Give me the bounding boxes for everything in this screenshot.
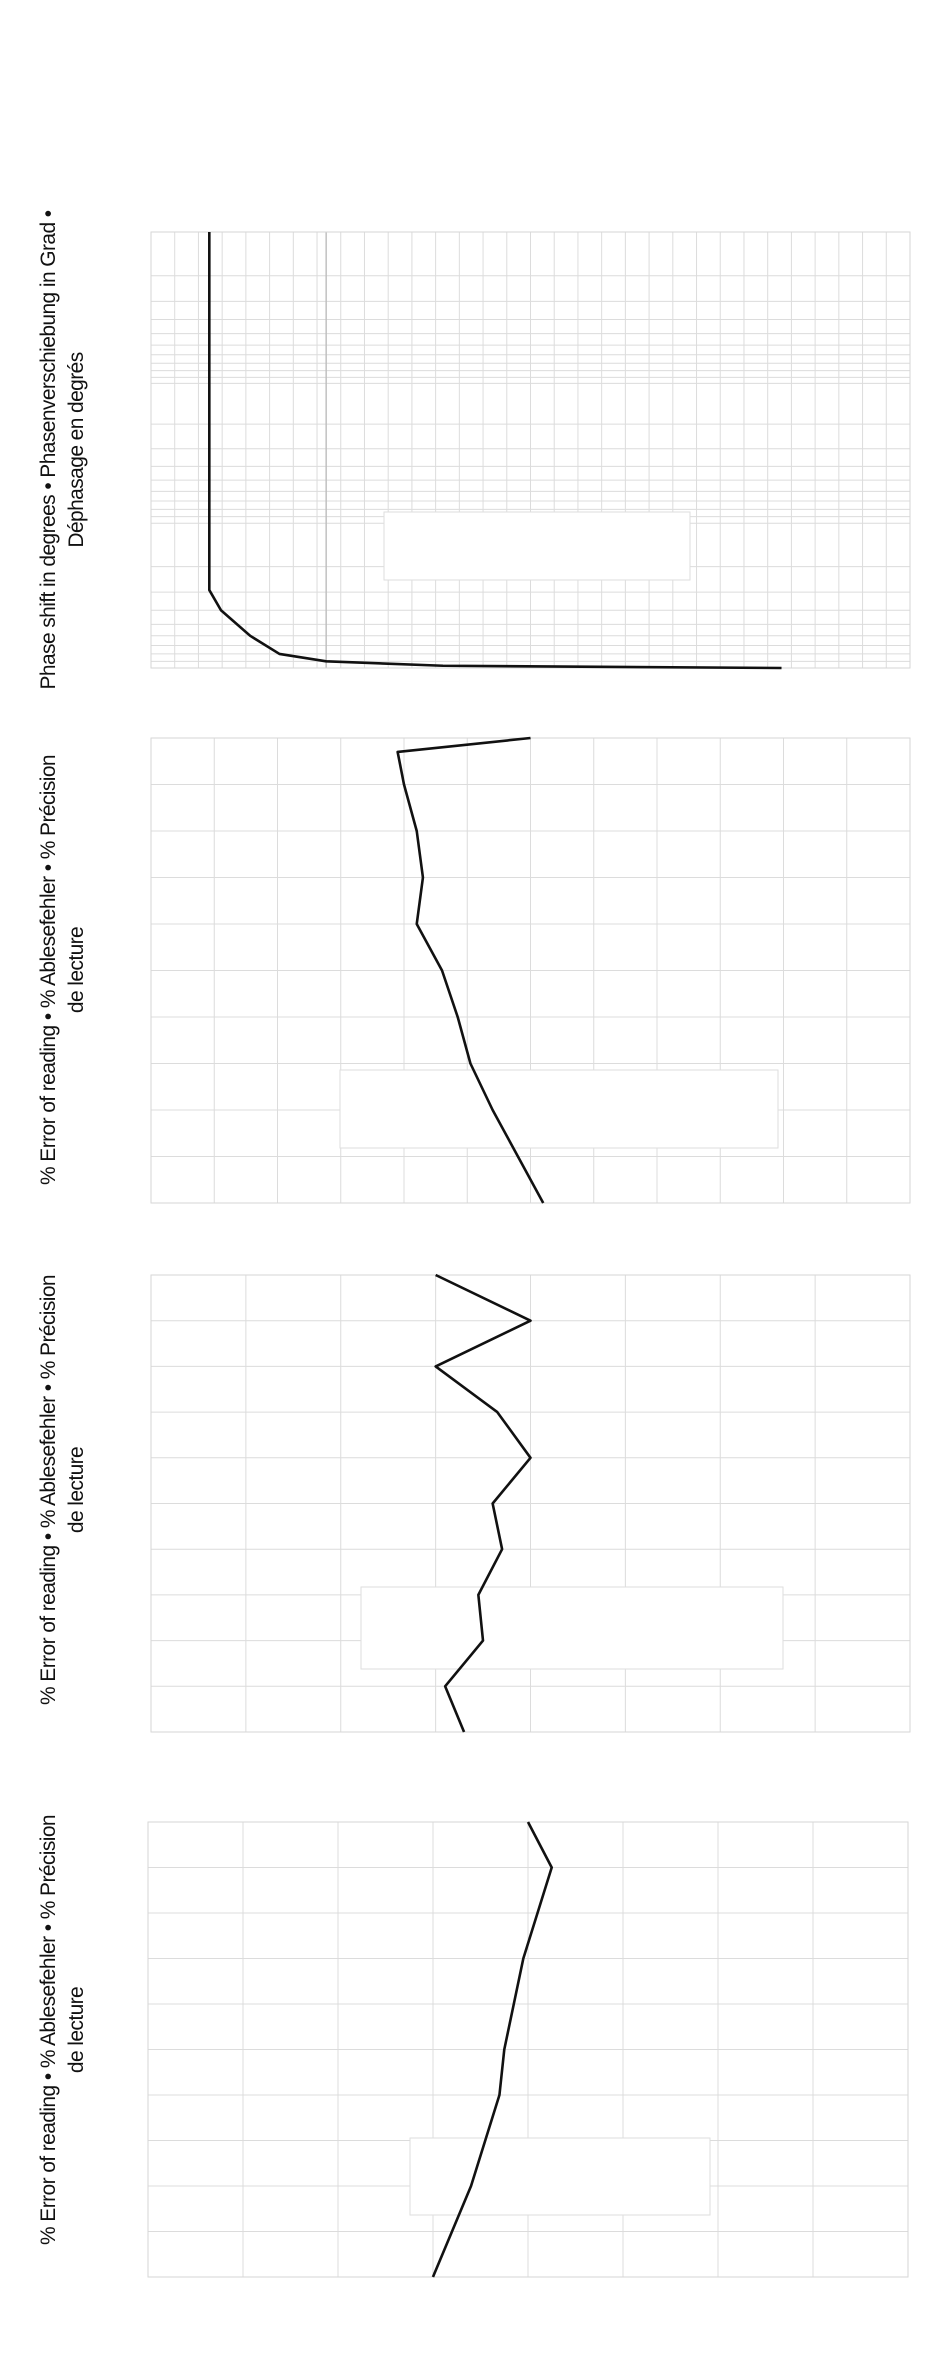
y-axis-label: de lecture	[65, 927, 88, 1013]
y-axis-label: de lecture	[65, 1987, 88, 2073]
chart-2: 02040608010121416180200% Error of readin…	[37, 734, 950, 1204]
plot-frame	[150, 1274, 911, 1733]
y-axis-label: Phase shift in degrees • Phasenverschieb…	[37, 210, 60, 689]
y-axis-label: % Error of reading • % Ablesefehler • % …	[37, 1275, 60, 1705]
y-axis-label: % Error of reading • % Ablesefehler • % …	[37, 1815, 60, 2245]
series-line	[209, 232, 781, 668]
plot-frame	[150, 231, 911, 669]
series-line	[436, 1275, 531, 1732]
y-axis-label: de lecture	[65, 1447, 88, 1533]
legend-box	[409, 2137, 711, 2216]
series-line	[433, 1822, 552, 2277]
chart-1: Phase shift in degrees • Phasenverschieb…	[37, 210, 911, 690]
y-axis-label: % Error of reading • % Ablesefehler • % …	[37, 755, 60, 1185]
grid	[151, 232, 910, 668]
series-line	[398, 738, 544, 1203]
chart-3: 02468101214161820% Error of reading • % …	[37, 1274, 950, 1733]
y-axis-label: Déphasage en degrés	[65, 352, 88, 547]
legend-box	[339, 1069, 779, 1149]
legend-box	[383, 511, 691, 581]
chart-4: 01002003004005006007008009001000% Error …	[37, 1815, 950, 2278]
plot-frame	[147, 1821, 909, 2278]
legend-box	[360, 1586, 784, 1670]
